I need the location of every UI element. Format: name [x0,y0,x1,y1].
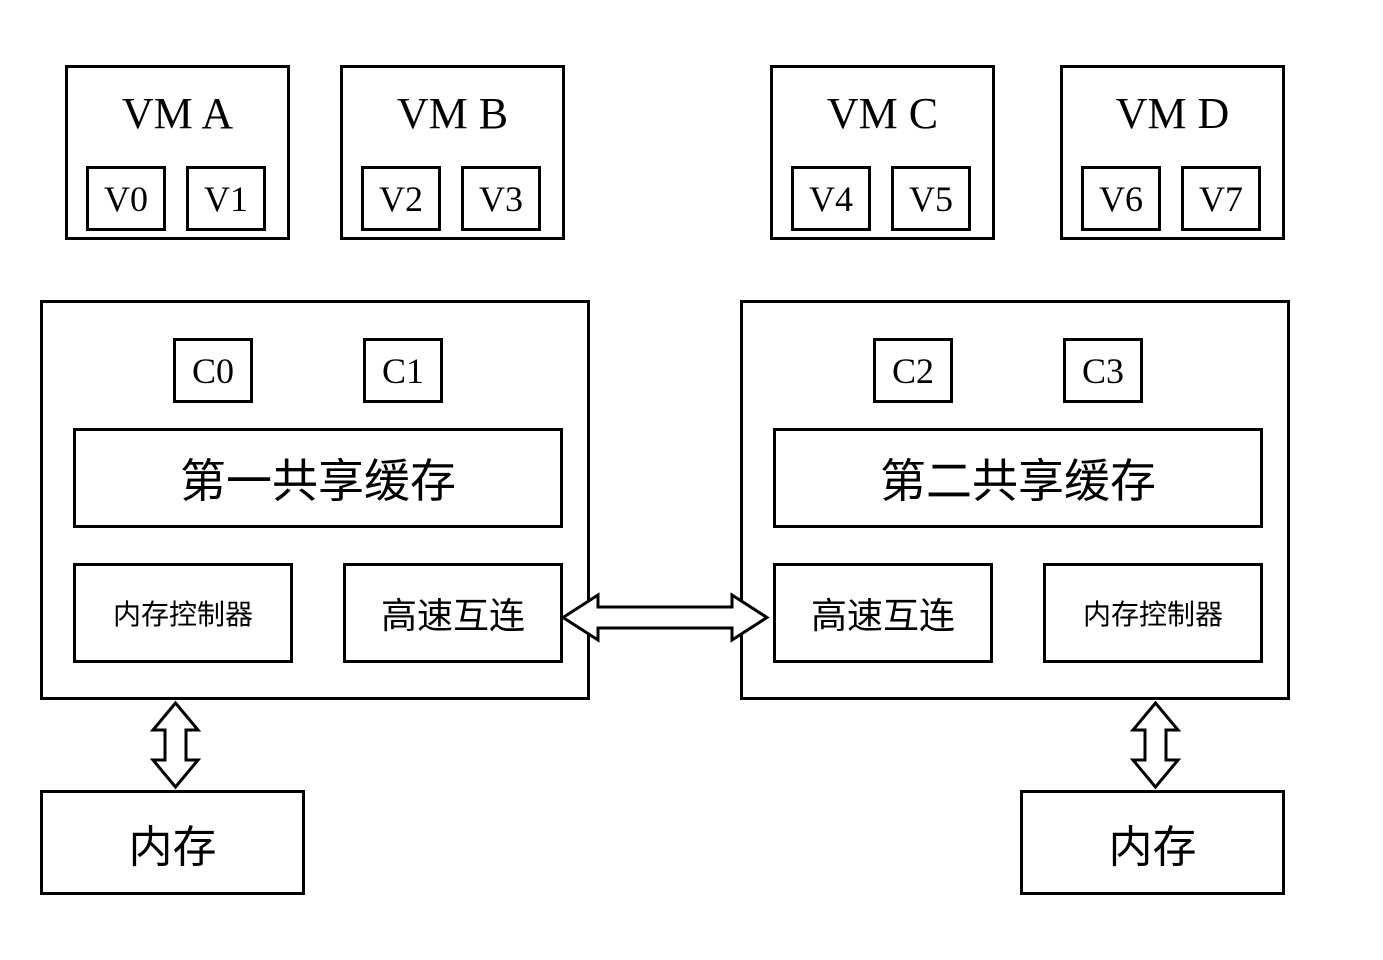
vcpu-v3: V3 [461,166,541,231]
memory-arrow-left-icon [148,700,203,790]
vcpu-v0: V0 [86,166,166,231]
interconnect-0: 高速互连 [343,563,563,663]
vm-b-title: VM B [343,88,562,139]
core-c3: C3 [1063,338,1143,403]
vm-c-box: VM C V4 V5 [770,65,995,240]
vm-c-title: VM C [773,88,992,139]
socket-0: C0 C1 第一共享缓存 内存控制器 高速互连 [40,300,590,700]
cache-0: 第一共享缓存 [73,428,563,528]
socket-1: C2 C3 第二共享缓存 高速互连 内存控制器 [740,300,1290,700]
core-c2: C2 [873,338,953,403]
vm-d-title: VM D [1063,88,1282,139]
vcpu-v6: V6 [1081,166,1161,231]
memory-arrow-right-icon [1128,700,1183,790]
memory-1: 内存 [1020,790,1285,895]
mem-controller-1: 内存控制器 [1043,563,1263,663]
vm-a-box: VM A V0 V1 [65,65,290,240]
architecture-diagram: VM A V0 V1 VM B V2 V3 VM C V4 V5 VM D V6… [0,0,1383,960]
core-c1: C1 [363,338,443,403]
vcpu-v7: V7 [1181,166,1261,231]
interconnect-1: 高速互连 [773,563,993,663]
vcpu-v4: V4 [791,166,871,231]
vcpu-v1: V1 [186,166,266,231]
vcpu-v2: V2 [361,166,441,231]
cache-1: 第二共享缓存 [773,428,1263,528]
vm-d-box: VM D V6 V7 [1060,65,1285,240]
vcpu-v5: V5 [891,166,971,231]
interconnect-arrow-icon [560,590,770,645]
vm-a-title: VM A [68,88,287,139]
vm-b-box: VM B V2 V3 [340,65,565,240]
mem-controller-0: 内存控制器 [73,563,293,663]
memory-0: 内存 [40,790,305,895]
core-c0: C0 [173,338,253,403]
